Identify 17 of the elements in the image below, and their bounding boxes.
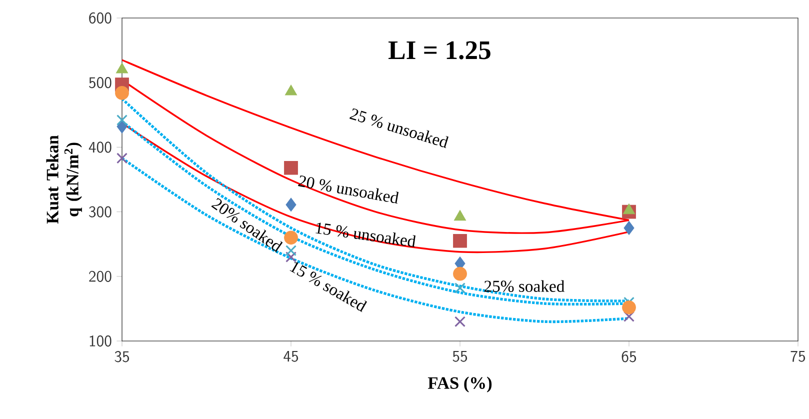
y-tick-label: 400 — [88, 142, 112, 153]
x-tick-label: 45 — [284, 351, 298, 362]
annotation: LI = 1.25 — [388, 41, 490, 60]
x-tick-label: 55 — [452, 351, 468, 362]
y-tick-label: 500 — [89, 77, 112, 88]
x-axis-title: FAS (%) — [428, 376, 492, 392]
annotation: 25% soaked — [484, 280, 565, 292]
y-tick-label: 100 — [90, 335, 112, 347]
x-tick-label: 35 — [114, 351, 130, 362]
annotation: 25 % unsoaked — [350, 108, 448, 148]
annotation: 15 % unsoaked — [316, 222, 416, 248]
y-tick-label: 200 — [89, 270, 112, 282]
x-tick-label: 65 — [622, 351, 636, 362]
y-tick-label: 600 — [89, 12, 112, 24]
x-tick-label: 75 — [790, 351, 806, 362]
annotation: 20 % unsoaked — [298, 176, 398, 204]
y-tick-label: 300 — [89, 206, 112, 218]
